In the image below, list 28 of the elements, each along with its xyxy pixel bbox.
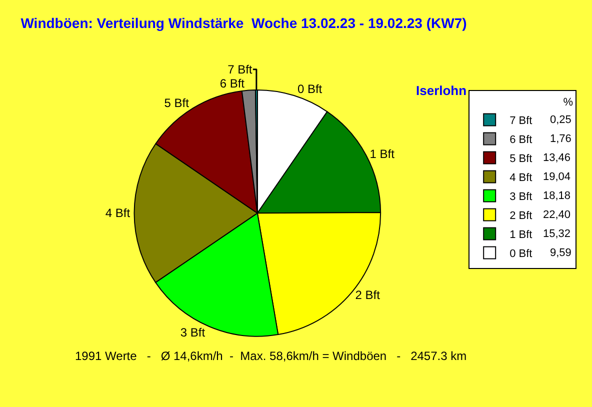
slice-label: 2 Bft xyxy=(355,288,381,302)
chart-title: Windböen: Verteilung Windstärke Woche 13.02.23 - 19.02.23 (KW7) xyxy=(20,15,467,32)
text: 1991 Werte - Ø 14,6km/h - Max. 58,6km/h = Windböen - 2457.3 km xyxy=(75,349,467,363)
legend-label: 6 Bft xyxy=(510,134,532,146)
data-label: 18,18 xyxy=(543,190,571,202)
legend-label: 1 Bft xyxy=(510,229,532,242)
legend-label: 7 Bft xyxy=(510,115,532,128)
legend-label: 0 Bft xyxy=(510,248,532,260)
slice-label: 5 Bft xyxy=(164,96,190,110)
slice-label: 6 Bft xyxy=(220,76,246,90)
slice-label: 4 Bft xyxy=(105,206,131,220)
data-label: 19,04 xyxy=(543,171,571,183)
data-label: 15,32 xyxy=(543,228,571,240)
legend-label: 3 Bft xyxy=(510,191,532,204)
data-label: 22,40 xyxy=(543,209,571,221)
legend-label: 5 Bft xyxy=(510,153,532,166)
slice-label: 3 Bft xyxy=(180,325,206,340)
legend-label: 4 Bft xyxy=(510,172,532,184)
legend-label: 2 Bft xyxy=(510,210,532,222)
slice-label: 1 Bft xyxy=(370,146,396,161)
legend-title: % xyxy=(472,96,574,108)
slice-label: 0 Bft xyxy=(297,82,323,96)
slice-label: 7 Bft xyxy=(228,62,253,76)
data-label: 1,76 xyxy=(550,133,572,145)
data-label: 9,59 xyxy=(550,247,572,259)
data-label: 13,46 xyxy=(543,152,571,164)
data-label: 0,25 xyxy=(550,114,572,126)
text: Iserlohn xyxy=(416,83,467,98)
